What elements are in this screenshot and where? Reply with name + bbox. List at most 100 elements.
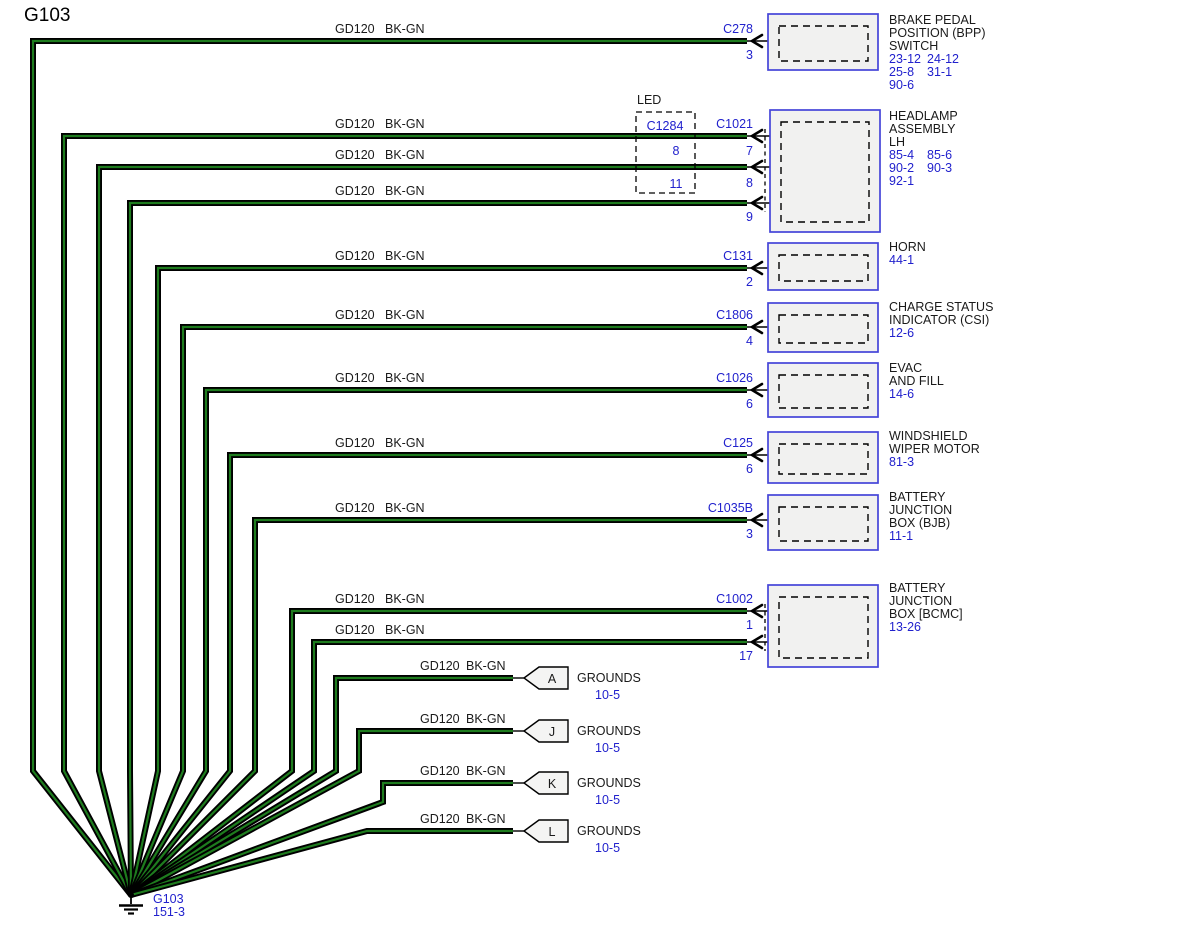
connector-labels: C278 C1021 C131 C1806 C1026 C125 C1035B … — [708, 22, 753, 663]
component-name-line: LH — [889, 135, 905, 149]
ground-point-id: G103 — [153, 892, 184, 906]
led-pin-bottom: 11 — [670, 177, 683, 191]
wire-c278-pin3 — [30, 38, 747, 897]
ground-tag-a: A GROUNDS 10-5 — [522, 666, 641, 702]
ground-point-ref: 151-3 — [153, 905, 185, 919]
pin-number: 17 — [739, 649, 753, 663]
wire-label: GD120 — [335, 592, 375, 606]
component-name-line: BATTERY — [889, 490, 946, 504]
connector-name: C131 — [723, 249, 753, 263]
wire-c1021-pin7 — [61, 133, 747, 897]
component-bpp-switch-box — [767, 13, 879, 71]
ground-tag-j: J GROUNDS 10-5 — [522, 719, 641, 755]
component-ref: 13-26 — [889, 620, 921, 634]
connector-name: C278 — [723, 22, 753, 36]
component-name-line: JUNCTION — [889, 594, 952, 608]
wire-label: GD120 — [335, 117, 375, 131]
connector-name: C1026 — [716, 371, 753, 385]
wire-color: BK-GN — [466, 712, 506, 726]
led-connector-label: C1284 — [647, 119, 684, 133]
component-name-line: BATTERY — [889, 581, 946, 595]
connector-name: C125 — [723, 436, 753, 450]
wire-color: BK-GN — [385, 117, 425, 131]
wire-color: BK-GN — [385, 371, 425, 385]
ground-tag-l: L GROUNDS 10-5 — [522, 819, 641, 855]
wire-color: BK-GN — [385, 501, 425, 515]
ground-name: GROUNDS — [577, 671, 641, 685]
component-bjb-box — [767, 494, 879, 551]
component-ref: 90-6 — [889, 78, 914, 92]
pin-number: 8 — [746, 176, 753, 190]
pin-number: 3 — [746, 527, 753, 541]
pin-number: 1 — [746, 618, 753, 632]
wire-color: BK-GN — [385, 623, 425, 637]
wire-color: BK-GN — [385, 184, 425, 198]
ground-tag-letter: A — [548, 672, 557, 686]
ground-tag-k: K GROUNDS 10-5 — [522, 771, 641, 807]
wire-c1806-pin4 — [128, 324, 747, 897]
pin-number: 6 — [746, 397, 753, 411]
component-ref: 11-1 — [889, 529, 913, 543]
pin-number: 7 — [746, 144, 753, 158]
pin-number: 2 — [746, 275, 753, 289]
component-name-line: INDICATOR (CSI) — [889, 313, 989, 327]
component-name-line: HORN — [889, 240, 926, 254]
component-name-line: POSITION (BPP) — [889, 26, 986, 40]
wire-label: GD120 — [335, 249, 375, 263]
wire-color: BK-GN — [385, 308, 425, 322]
led-module: LED C1284 8 11 — [635, 93, 696, 194]
pin-number: 3 — [746, 48, 753, 62]
wire-label: GD120 — [335, 501, 375, 515]
led-pin-top: 8 — [673, 144, 680, 158]
wire-c125-pin6 — [128, 452, 747, 897]
wire-label: GD120 — [335, 436, 375, 450]
wire-label: GD120 — [335, 371, 375, 385]
component-ref: 24-12 — [927, 52, 959, 66]
pin-number: 4 — [746, 334, 753, 348]
wire-color: BK-GN — [385, 592, 425, 606]
component-name-line: WIPER MOTOR — [889, 442, 980, 456]
wire-color: BK-GN — [385, 22, 425, 36]
led-label: LED — [637, 93, 661, 107]
component-ref: 44-1 — [889, 253, 914, 267]
component-ref: 23-12 — [889, 52, 921, 66]
component-ref: 85-4 — [889, 148, 914, 162]
ground-ref: 10-5 — [595, 841, 620, 855]
wire-label: GD120 — [335, 148, 375, 162]
component-name-line: WINDSHIELD — [889, 429, 967, 443]
connector-name: C1002 — [716, 592, 753, 606]
component-ref: 92-1 — [889, 174, 914, 188]
wire-ground-l — [130, 828, 513, 898]
component-name-line: BOX [BCMC] — [889, 607, 963, 621]
ground-name: GROUNDS — [577, 724, 641, 738]
wire-c1002-pin1 — [129, 608, 747, 898]
wire-color: BK-GN — [385, 148, 425, 162]
wire-c1021-pin9 — [127, 200, 747, 896]
component-ref: 14-6 — [889, 387, 914, 401]
wire-c1002-pin17 — [129, 639, 747, 898]
wire-harness — [30, 38, 747, 898]
connector-name: C1035B — [708, 501, 753, 515]
component-name-line: CHARGE STATUS — [889, 300, 993, 314]
wire-color: BK-GN — [385, 249, 425, 263]
ground-ref: 10-5 — [595, 793, 620, 807]
ground-tag-letter: L — [549, 825, 556, 839]
wire-label: GD120 — [420, 659, 460, 673]
component-ref: 81-3 — [889, 455, 914, 469]
wire-color: BK-GN — [466, 659, 506, 673]
component-horn-box — [767, 242, 879, 291]
component-name-line: BOX (BJB) — [889, 516, 950, 530]
component-name-line: EVAC — [889, 361, 922, 375]
component-text: BRAKE PEDAL POSITION (BPP) SWITCH 23-12 … — [889, 13, 993, 634]
component-name-line: HEADLAMP — [889, 109, 958, 123]
wire-ground-a — [129, 675, 513, 898]
component-ref: 25-8 — [889, 65, 914, 79]
ground-name: GROUNDS — [577, 776, 641, 790]
connector-name: C1806 — [716, 308, 753, 322]
component-name-line: AND FILL — [889, 374, 944, 388]
component-ref: 12-6 — [889, 326, 914, 340]
wire-labels: GD120 BK-GN GD120 BK-GN GD120 BK-GN GD120 BK… — [335, 22, 506, 826]
ground-ref: 10-5 — [595, 741, 620, 755]
wire-c1035b-pin3 — [128, 517, 747, 898]
wire-label: GD120 — [335, 623, 375, 637]
